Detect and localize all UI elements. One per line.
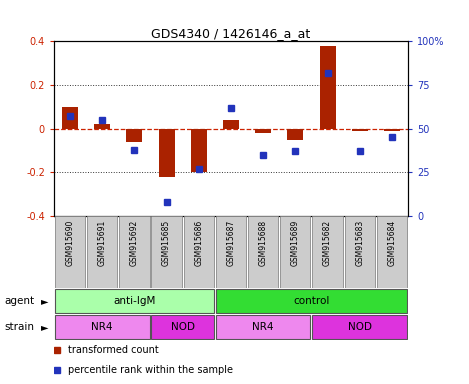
Text: GSM915682: GSM915682 bbox=[323, 220, 332, 266]
Bar bbox=[216, 216, 246, 288]
Text: GSM915683: GSM915683 bbox=[355, 220, 364, 266]
Bar bbox=[352, 129, 368, 131]
Text: ►: ► bbox=[41, 322, 48, 332]
Bar bbox=[377, 216, 407, 288]
Bar bbox=[94, 124, 110, 129]
Bar bbox=[55, 316, 150, 339]
Text: anti-IgM: anti-IgM bbox=[113, 296, 156, 306]
Text: GSM915687: GSM915687 bbox=[227, 220, 235, 266]
Text: NOD: NOD bbox=[171, 322, 195, 332]
Text: NR4: NR4 bbox=[252, 322, 274, 332]
Bar bbox=[62, 107, 78, 129]
Bar bbox=[184, 216, 214, 288]
Bar bbox=[312, 216, 343, 288]
Bar bbox=[255, 129, 271, 133]
Text: NR4: NR4 bbox=[91, 322, 113, 332]
Text: GSM915692: GSM915692 bbox=[130, 220, 139, 266]
Bar bbox=[345, 216, 375, 288]
Bar bbox=[216, 290, 407, 313]
Title: GDS4340 / 1426146_a_at: GDS4340 / 1426146_a_at bbox=[151, 27, 310, 40]
Bar bbox=[191, 129, 207, 172]
Bar bbox=[280, 216, 310, 288]
Text: GSM915685: GSM915685 bbox=[162, 220, 171, 266]
Bar bbox=[126, 129, 143, 142]
Bar bbox=[319, 46, 336, 129]
Text: GSM915689: GSM915689 bbox=[291, 220, 300, 266]
Bar bbox=[151, 316, 214, 339]
Text: transformed count: transformed count bbox=[68, 345, 159, 355]
Bar bbox=[312, 316, 407, 339]
Bar bbox=[119, 216, 150, 288]
Text: GSM915688: GSM915688 bbox=[259, 220, 268, 266]
Text: GSM915691: GSM915691 bbox=[98, 220, 107, 266]
Bar bbox=[384, 129, 400, 131]
Bar bbox=[248, 216, 278, 288]
Text: ►: ► bbox=[41, 296, 48, 306]
Bar bbox=[223, 120, 239, 129]
Text: GSM915690: GSM915690 bbox=[66, 220, 75, 266]
Text: GSM915684: GSM915684 bbox=[387, 220, 396, 266]
Bar bbox=[151, 216, 182, 288]
Text: NOD: NOD bbox=[348, 322, 372, 332]
Text: percentile rank within the sample: percentile rank within the sample bbox=[68, 365, 233, 375]
Text: control: control bbox=[293, 296, 330, 306]
Bar bbox=[216, 316, 310, 339]
Bar bbox=[87, 216, 117, 288]
Bar bbox=[55, 216, 85, 288]
Bar bbox=[287, 129, 303, 140]
Text: GSM915686: GSM915686 bbox=[194, 220, 203, 266]
Text: strain: strain bbox=[5, 322, 35, 332]
Text: agent: agent bbox=[5, 296, 35, 306]
Bar bbox=[55, 290, 214, 313]
Bar bbox=[159, 129, 174, 177]
